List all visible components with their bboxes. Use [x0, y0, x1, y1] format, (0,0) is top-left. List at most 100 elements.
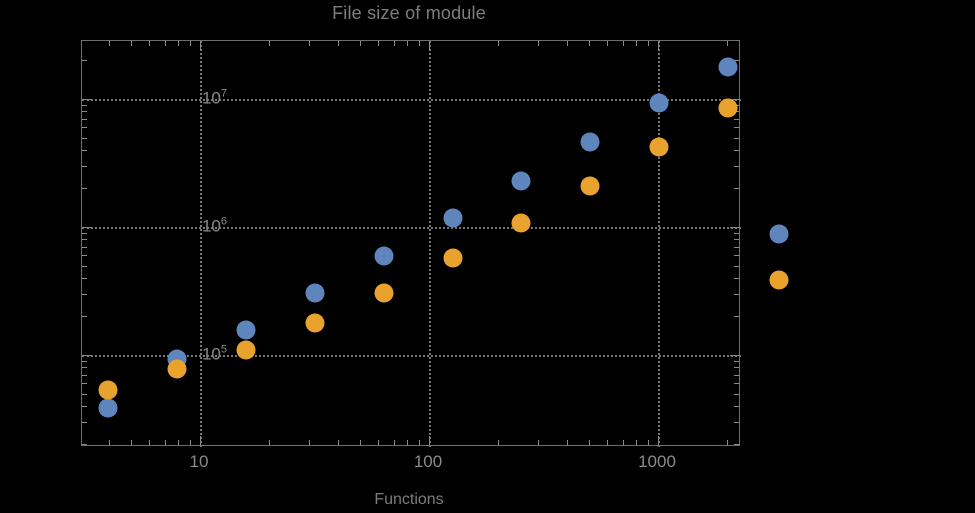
axis-tick	[734, 374, 739, 376]
axis-tick	[566, 440, 568, 445]
data-point[interactable]	[236, 340, 256, 360]
axis-tick	[82, 293, 87, 295]
data-point[interactable]	[98, 380, 118, 400]
axis-tick	[658, 436, 659, 445]
axis-tick	[734, 232, 739, 234]
axis-tick	[730, 355, 739, 356]
axis-tick	[82, 137, 87, 139]
axis-tick	[82, 421, 87, 423]
axis-tick	[189, 41, 191, 46]
axis-tick	[82, 367, 87, 369]
data-point[interactable]	[580, 176, 600, 196]
axis-tick	[360, 440, 362, 445]
axis-tick	[734, 165, 739, 167]
axis-tick	[82, 99, 91, 100]
axis-tick	[82, 60, 87, 62]
y-gridline	[82, 355, 741, 357]
axis-tick	[429, 41, 430, 50]
data-point[interactable]	[374, 283, 394, 303]
data-point[interactable]	[511, 213, 531, 233]
x-tick-label: 1000	[638, 452, 676, 471]
axis-tick	[730, 227, 739, 228]
axis-tick	[149, 440, 151, 445]
axis-tick	[726, 41, 728, 46]
y-gridline	[82, 227, 741, 229]
axis-tick	[647, 41, 649, 46]
axis-tick	[164, 440, 166, 445]
data-point[interactable]	[511, 171, 531, 191]
axis-tick	[734, 137, 739, 139]
axis-tick	[734, 246, 739, 248]
axis-tick	[82, 227, 91, 228]
axis-tick	[82, 405, 87, 407]
axis-tick	[734, 149, 739, 151]
axis-tick	[734, 277, 739, 279]
axis-tick	[82, 393, 87, 395]
axis-tick	[497, 41, 499, 46]
axis-tick	[149, 41, 151, 46]
axis-tick	[406, 41, 408, 46]
axis-tick	[607, 41, 609, 46]
y-gridline	[82, 99, 741, 101]
y-tick-label: 107	[201, 87, 227, 108]
data-point[interactable]	[769, 224, 789, 244]
data-point[interactable]	[718, 57, 738, 77]
axis-tick	[131, 440, 133, 445]
axis-tick	[607, 440, 609, 445]
axis-tick	[734, 60, 739, 62]
axis-tick	[82, 149, 87, 151]
axis-tick	[734, 188, 739, 190]
data-point[interactable]	[98, 398, 118, 418]
axis-tick	[309, 440, 311, 445]
axis-tick	[82, 165, 87, 167]
data-point[interactable]	[443, 208, 463, 228]
data-point[interactable]	[769, 270, 789, 290]
y-tick-label: 105	[201, 343, 227, 364]
axis-tick	[429, 436, 430, 445]
axis-tick	[730, 99, 739, 100]
axis-tick	[538, 41, 540, 46]
axis-tick	[622, 41, 624, 46]
axis-tick	[734, 127, 739, 129]
axis-tick	[418, 440, 420, 445]
axis-tick	[268, 440, 270, 445]
axis-tick	[647, 440, 649, 445]
axis-tick	[82, 104, 87, 106]
axis-tick	[82, 239, 87, 241]
axis-tick	[108, 440, 110, 445]
data-point[interactable]	[236, 320, 256, 340]
axis-tick	[337, 41, 339, 46]
chart-title: File size of module	[332, 3, 486, 23]
axis-tick	[734, 293, 739, 295]
axis-tick	[622, 440, 624, 445]
axis-tick	[734, 316, 739, 318]
axis-tick	[82, 255, 87, 257]
data-point[interactable]	[305, 313, 325, 333]
axis-tick	[734, 405, 739, 407]
data-point[interactable]	[443, 248, 463, 268]
data-point[interactable]	[649, 93, 669, 113]
axis-tick	[589, 440, 591, 445]
axis-tick	[82, 118, 87, 120]
data-point[interactable]	[167, 359, 187, 379]
data-point[interactable]	[649, 137, 669, 157]
axis-tick	[658, 41, 659, 50]
axis-tick	[82, 265, 87, 267]
axis-tick	[82, 111, 87, 113]
data-point[interactable]	[374, 246, 394, 266]
data-point[interactable]	[718, 98, 738, 118]
axis-tick	[200, 41, 201, 50]
axis-tick	[497, 440, 499, 445]
axis-tick	[82, 232, 87, 234]
axis-tick	[82, 355, 91, 356]
axis-tick	[566, 41, 568, 46]
axis-tick	[418, 41, 420, 46]
axis-tick	[734, 239, 739, 241]
axis-tick	[131, 41, 133, 46]
data-point[interactable]	[305, 283, 325, 303]
axis-tick	[406, 440, 408, 445]
x-gridline	[200, 41, 202, 447]
data-point[interactable]	[580, 132, 600, 152]
x-gridline	[658, 41, 660, 447]
